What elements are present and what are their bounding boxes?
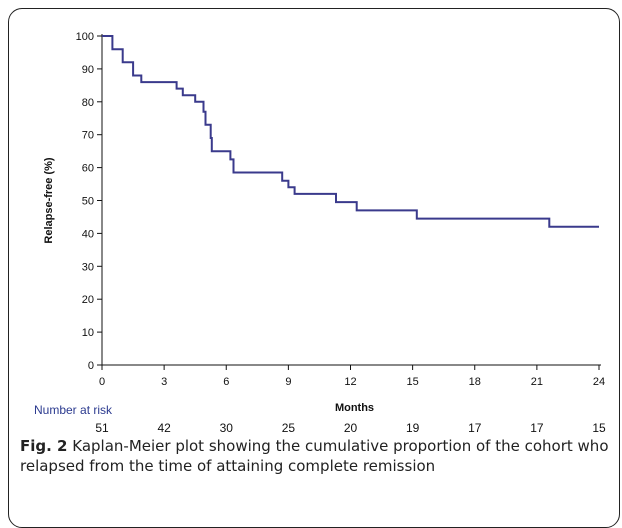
figure-label: Fig. 2 bbox=[20, 437, 68, 455]
number-at-risk-row: 51 42 30 25 20 19 17 17 15 bbox=[95, 421, 606, 435]
caption-text: Kaplan-Meier plot showing the cumulative… bbox=[20, 437, 609, 475]
number-at-risk-value: 42 bbox=[157, 421, 171, 435]
x-tick-label: 18 bbox=[469, 376, 481, 388]
x-tick-label: 15 bbox=[407, 376, 419, 388]
x-tick-label: 12 bbox=[344, 376, 356, 388]
x-tick-label: 0 bbox=[99, 376, 105, 388]
number-at-risk-value: 20 bbox=[344, 421, 358, 435]
y-tick-label: 100 bbox=[76, 31, 94, 43]
number-at-risk-value: 15 bbox=[592, 421, 606, 435]
x-tick-label: 6 bbox=[223, 376, 229, 388]
y-tick-label: 0 bbox=[88, 360, 94, 372]
x-tick-label: 24 bbox=[593, 376, 605, 388]
number-at-risk-value: 17 bbox=[468, 421, 482, 435]
y-tick-label: 90 bbox=[82, 64, 94, 76]
x-tick-label: 3 bbox=[161, 376, 167, 388]
y-axis-ticks: 0 10 20 30 40 50 60 70 80 90 100 bbox=[76, 31, 102, 372]
y-tick-label: 20 bbox=[82, 294, 94, 306]
y-tick-label: 70 bbox=[82, 130, 94, 142]
number-at-risk-value: 30 bbox=[220, 421, 234, 435]
number-at-risk-value: 19 bbox=[406, 421, 420, 435]
x-tick-label: 21 bbox=[531, 376, 543, 388]
number-at-risk-title: Number at risk bbox=[34, 403, 113, 417]
y-tick-label: 50 bbox=[82, 196, 94, 208]
number-at-risk-value: 51 bbox=[95, 421, 109, 435]
x-axis-title: Months bbox=[335, 402, 374, 414]
x-axis-ticks: 0 3 6 9 12 15 18 21 24 bbox=[99, 365, 605, 388]
y-tick-label: 10 bbox=[82, 327, 94, 339]
y-axis-title: Relapse-free (%) bbox=[43, 157, 55, 244]
km-survival-line bbox=[102, 35, 599, 228]
figure-caption: Fig. 2 Kaplan-Meier plot showing the cum… bbox=[20, 436, 612, 476]
y-tick-label: 60 bbox=[82, 163, 94, 175]
x-tick-label: 9 bbox=[285, 376, 291, 388]
chart-axes bbox=[101, 34, 601, 366]
y-tick-label: 80 bbox=[82, 97, 94, 109]
km-chart: 0 10 20 30 40 50 60 70 80 90 100 0 3 6 9 12 15 18 21 24 Re… bbox=[34, 31, 606, 435]
number-at-risk-value: 25 bbox=[282, 421, 296, 435]
number-at-risk-value: 17 bbox=[530, 421, 544, 435]
y-tick-label: 30 bbox=[82, 261, 94, 273]
y-tick-label: 40 bbox=[82, 228, 94, 240]
